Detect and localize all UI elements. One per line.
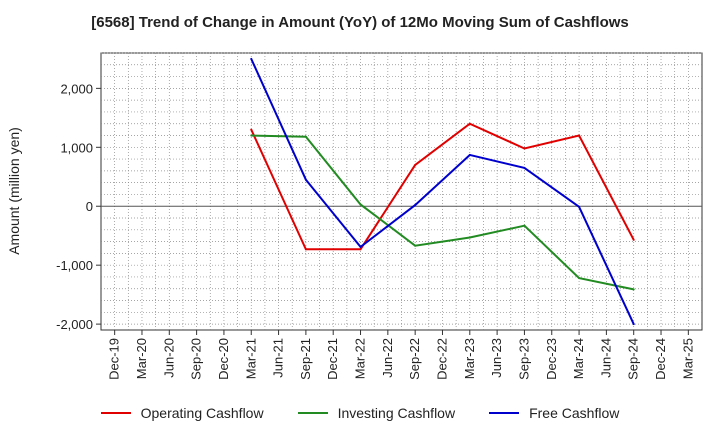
data-point [250, 57, 253, 60]
data-point [632, 238, 635, 241]
x-tick-label: Sep-23 [516, 338, 531, 380]
data-point [250, 134, 253, 137]
legend-label-investing: Investing Cashflow [337, 405, 456, 421]
grid-layer [100, 52, 703, 331]
data-point [632, 323, 635, 326]
x-tick-label: Sep-24 [626, 338, 641, 380]
axis-layer: -2,000 -1,000 0 1,000 2,000 Dec-19 Mar-20 Jun-2… [56, 81, 695, 380]
data-point [523, 147, 526, 150]
y-tick-label: -1,000 [56, 258, 93, 273]
y-tick-label: 0 [86, 199, 93, 214]
data-point [414, 163, 417, 166]
legend: Operating Cashflow Investing Cashflow Fr… [0, 405, 720, 421]
x-tick-label: Mar-24 [571, 338, 586, 379]
x-tick-label: Mar-20 [134, 338, 149, 379]
data-point [304, 178, 307, 181]
data-point [250, 128, 253, 131]
x-tick-label: Mar-21 [243, 338, 258, 379]
data-point [414, 204, 417, 207]
chart-title: [6568] Trend of Change in Amount (YoY) o… [91, 14, 629, 31]
data-point [632, 288, 635, 291]
series-line-2 [251, 134, 634, 291]
data-point [304, 135, 307, 138]
x-tick-label: Mar-22 [353, 338, 368, 379]
y-tick-label: 1,000 [60, 140, 93, 155]
data-point [359, 245, 362, 248]
data-point [468, 236, 471, 239]
series-line-1 [250, 122, 635, 251]
x-tick-label: Dec-19 [107, 338, 122, 380]
legend-swatch-free [489, 412, 520, 414]
x-tick-label: Dec-24 [653, 338, 668, 380]
legend-label-free: Free Cashflow [529, 405, 620, 421]
x-tick-label: Dec-20 [216, 338, 231, 380]
legend-label-operating: Operating Cashflow [140, 405, 264, 421]
x-tick-label: Mar-23 [462, 338, 477, 379]
x-tick-label: Jun-24 [598, 338, 613, 378]
data-point [523, 224, 526, 227]
y-tick-label: -2,000 [56, 317, 93, 332]
data-point [468, 153, 471, 156]
x-tick-label: Mar-25 [680, 338, 695, 379]
series-layer [250, 57, 635, 326]
y-axis-label: Amount (million yen) [6, 127, 22, 255]
x-tick-label: Jun-22 [380, 338, 395, 378]
data-point [578, 205, 581, 208]
legend-swatch-operating [100, 412, 131, 414]
x-tick-label: Jun-23 [489, 338, 504, 378]
data-point [359, 248, 362, 251]
x-tick-label: Dec-21 [325, 338, 340, 380]
x-tick-label: Jun-21 [271, 338, 286, 378]
data-point [414, 244, 417, 247]
x-tick-label: Dec-23 [544, 338, 559, 380]
y-tick-label: 2,000 [60, 81, 93, 96]
data-point [523, 166, 526, 169]
data-point [304, 248, 307, 251]
x-tick-label: Jun-20 [161, 338, 176, 378]
x-tick-label: Sep-20 [189, 338, 204, 380]
x-tick-label: Dec-22 [434, 338, 449, 380]
legend-item-investing: Investing Cashflow [297, 405, 456, 421]
data-point [578, 134, 581, 137]
legend-item-free: Free Cashflow [489, 405, 619, 421]
x-tick-label: Sep-21 [298, 338, 313, 380]
series-line-3 [250, 58, 635, 325]
data-point [578, 277, 581, 280]
data-point [468, 122, 471, 125]
data-point [359, 203, 362, 206]
legend-swatch-investing [297, 412, 328, 414]
x-tick-label: Sep-22 [407, 338, 422, 380]
legend-item-operating: Operating Cashflow [100, 405, 264, 421]
